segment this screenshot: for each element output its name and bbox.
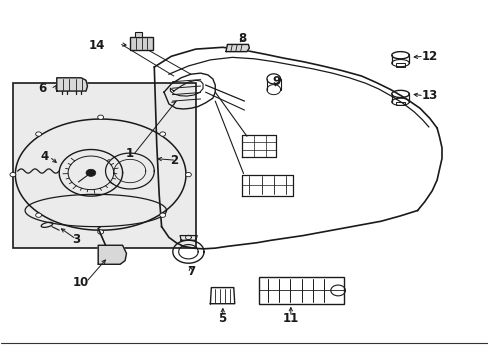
Text: 3: 3 [72, 233, 80, 246]
Circle shape [160, 213, 165, 217]
Text: 9: 9 [271, 75, 280, 88]
Polygon shape [225, 44, 249, 51]
Circle shape [36, 132, 41, 136]
Bar [395, 63, 405, 67]
Text: 13: 13 [421, 89, 437, 102]
Circle shape [86, 169, 96, 176]
Text: 14: 14 [89, 39, 105, 52]
Circle shape [98, 115, 103, 120]
Polygon shape [98, 245, 126, 264]
Text: 12: 12 [421, 50, 437, 63]
Bar [135, 32, 142, 37]
Polygon shape [57, 78, 87, 91]
Text: 4: 4 [41, 150, 49, 163]
Circle shape [36, 213, 41, 217]
Text: 7: 7 [186, 265, 195, 278]
Text: 11: 11 [282, 311, 298, 325]
Text: 10: 10 [73, 276, 89, 289]
Circle shape [185, 172, 191, 177]
Text: 1: 1 [125, 147, 134, 159]
Text: 2: 2 [169, 154, 178, 167]
Bar [259, 277, 344, 304]
Text: 6: 6 [38, 82, 46, 95]
Bar [13, 83, 195, 248]
Circle shape [10, 172, 16, 177]
Text: 8: 8 [238, 32, 245, 45]
Bar [395, 102, 405, 105]
Bar [130, 37, 153, 50]
Circle shape [98, 230, 103, 234]
Circle shape [160, 132, 165, 136]
Text: 5: 5 [218, 311, 226, 325]
